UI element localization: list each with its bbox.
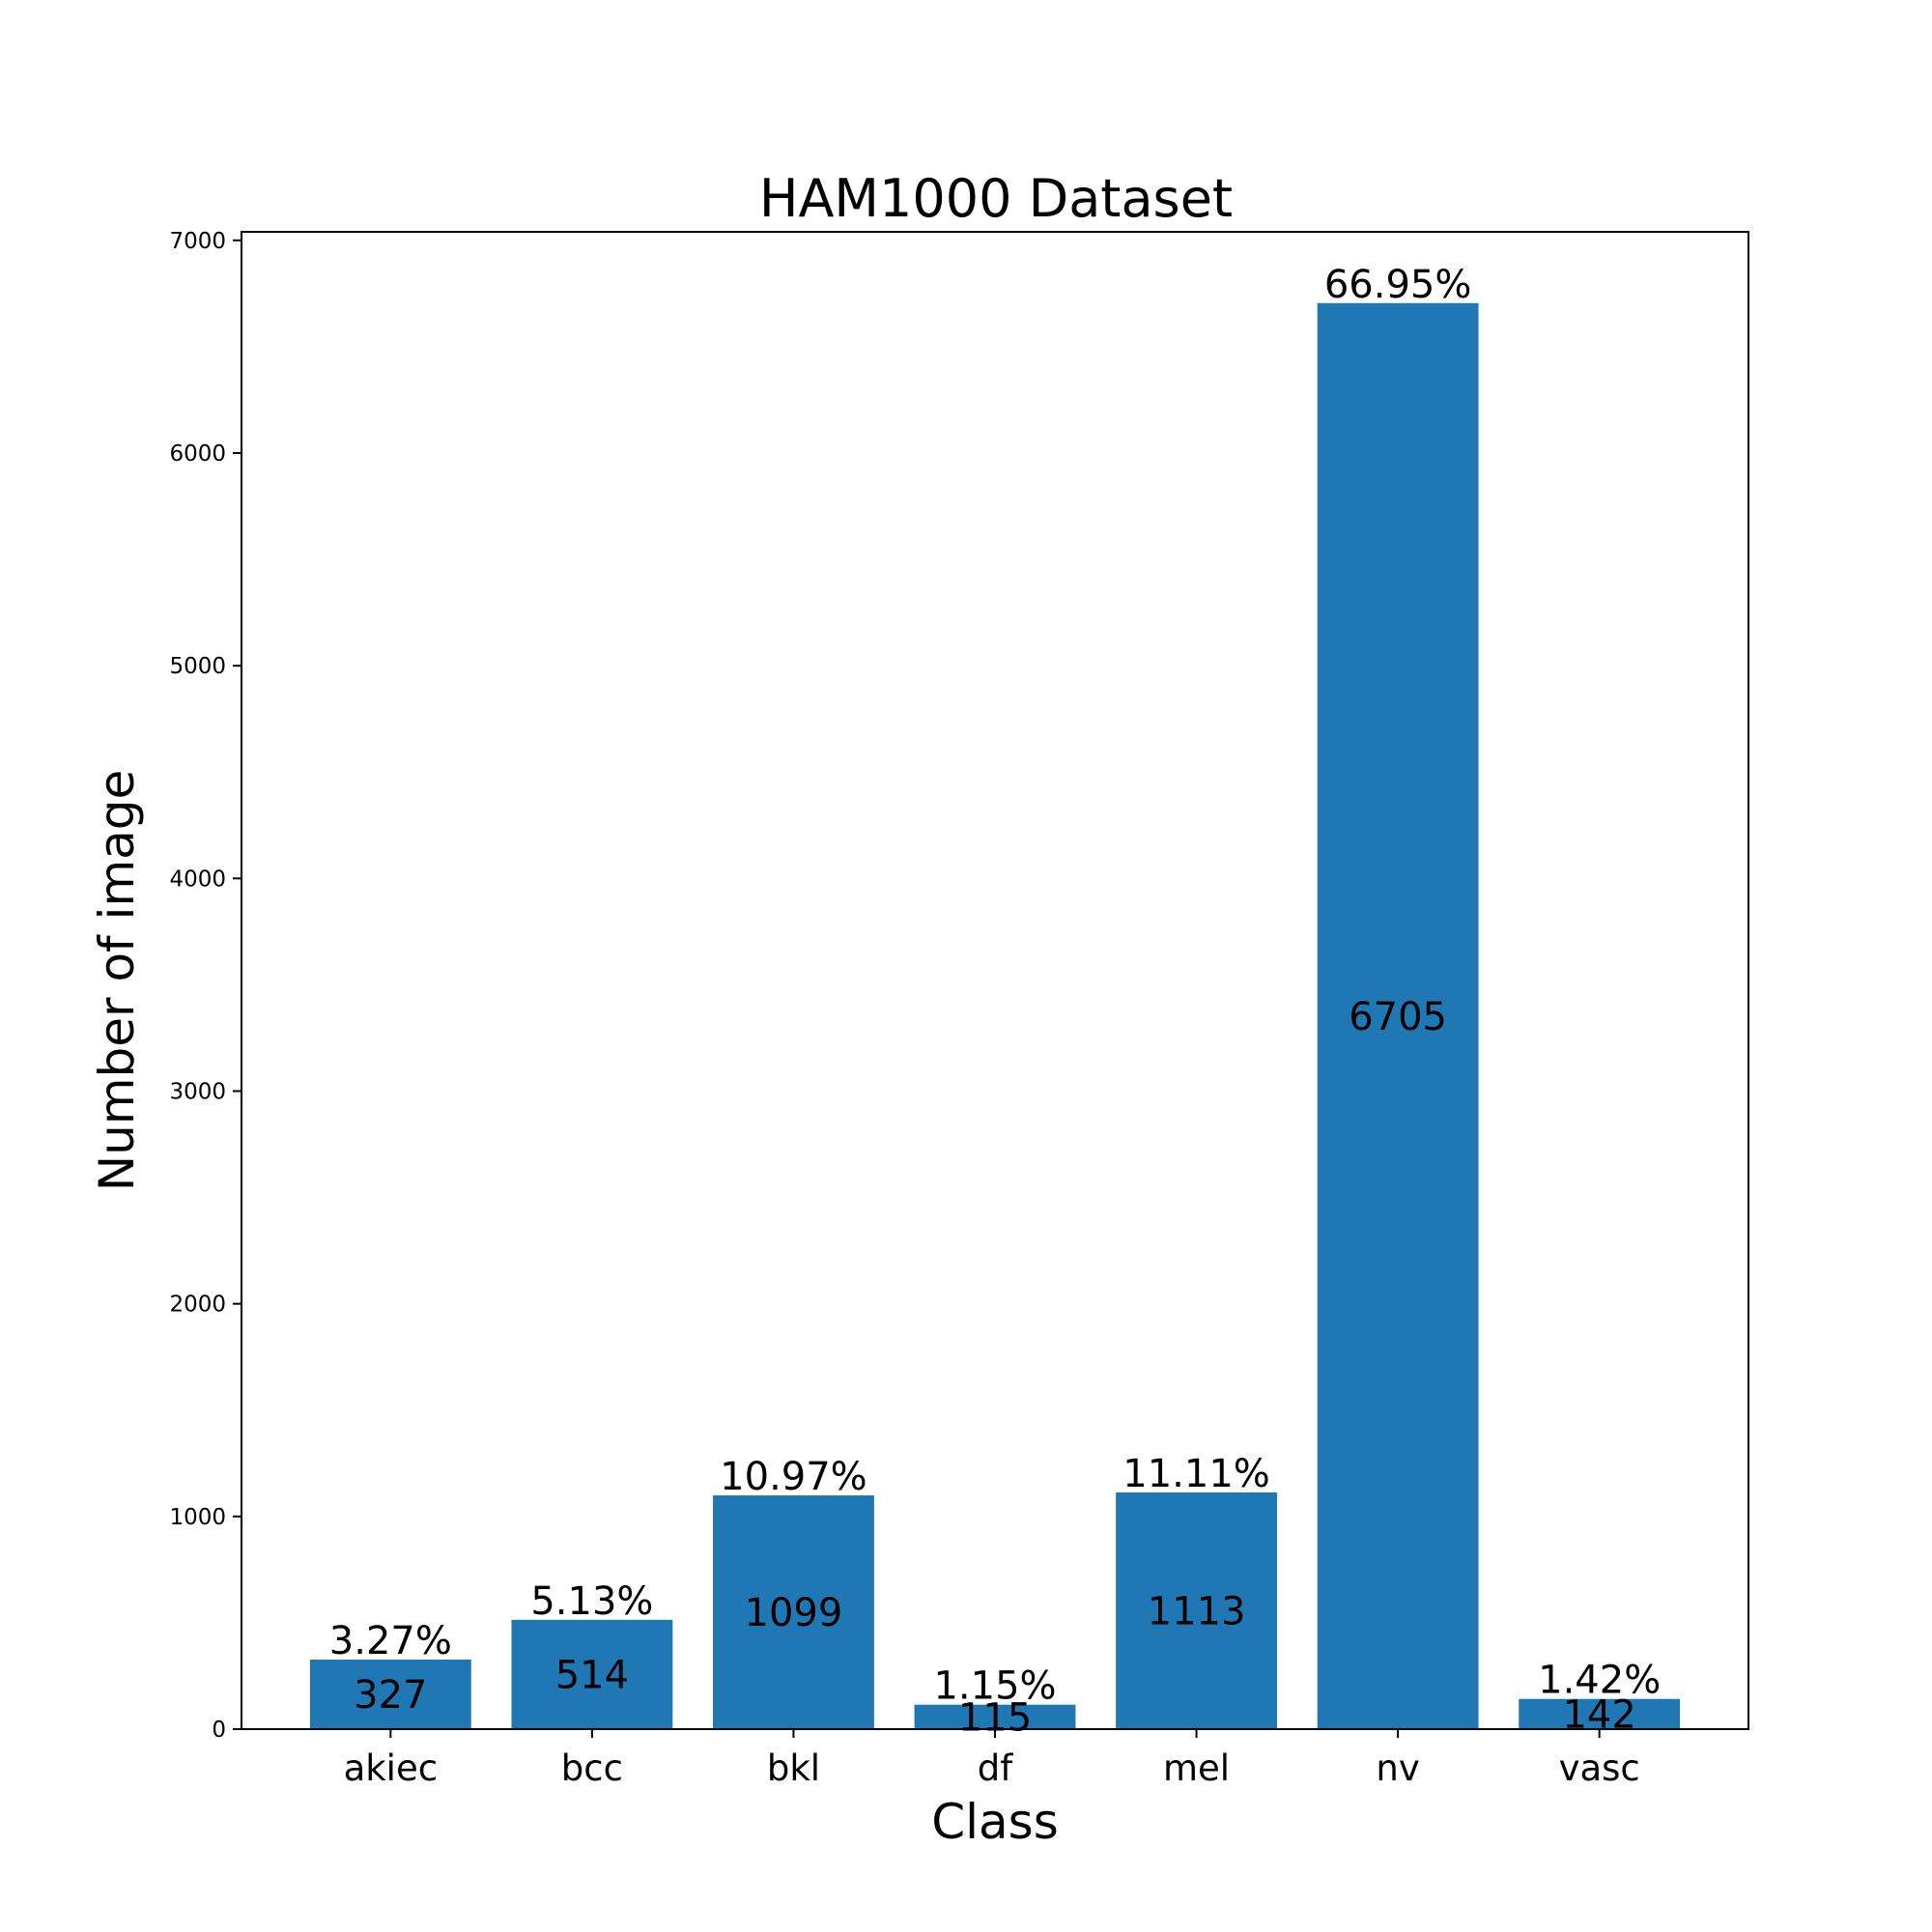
- y-tick-label-1000: 1000: [169, 1505, 226, 1530]
- percent-label-nv: 66.95%: [1324, 263, 1472, 307]
- percent-label-bcc: 5.13%: [530, 1579, 653, 1624]
- y-axis: 0 1000 2000 3000 4000 5000 6000 7000: [169, 229, 242, 1743]
- plot-area: 3.27%3275.13%51410.97%10991.15%11511.11%…: [241, 231, 1749, 1741]
- x-tick-label-bcc: bcc: [561, 1747, 623, 1789]
- y-tick-label-0: 0: [212, 1718, 226, 1743]
- x-axis: akiec bcc bkl df mel nv vasc: [344, 1729, 1640, 1789]
- x-tick-label-vasc: vasc: [1559, 1747, 1640, 1789]
- y-tick-label-3000: 3000: [169, 1079, 226, 1104]
- axes-frame: [241, 231, 1749, 1730]
- bar-bkl: [713, 1495, 874, 1729]
- bar-mel: [1116, 1492, 1277, 1729]
- x-tick-label-akiec: akiec: [344, 1747, 439, 1789]
- bar-bcc: [511, 1619, 673, 1729]
- y-tick-label-2000: 2000: [169, 1293, 226, 1318]
- percent-label-vasc: 1.42%: [1538, 1659, 1661, 1703]
- value-label-nv: 6705: [1349, 995, 1447, 1039]
- percent-label-akiec: 3.27%: [329, 1619, 452, 1663]
- bar-df: [914, 1704, 1076, 1729]
- chart-title: HAM1000 Dataset: [759, 168, 1233, 229]
- x-tick-label-df: df: [978, 1747, 1013, 1789]
- y-tick-label-6000: 6000: [169, 441, 226, 467]
- percent-label-df: 1.15%: [933, 1664, 1056, 1709]
- percent-label-mel: 11.11%: [1122, 1452, 1270, 1496]
- value-label-bkl: 1099: [745, 1591, 843, 1635]
- data-labels-layer: 3.27%3275.13%51410.97%10991.15%11511.11%…: [329, 263, 1661, 1741]
- y-tick-label-4000: 4000: [169, 867, 226, 892]
- y-axis-title: Number of image: [89, 770, 145, 1192]
- percent-label-bkl: 10.97%: [720, 1455, 867, 1499]
- value-label-akiec: 327: [354, 1673, 427, 1718]
- y-tick-label-7000: 7000: [169, 229, 226, 254]
- bars-layer: [309, 302, 1681, 1730]
- y-tick-label-5000: 5000: [169, 654, 226, 679]
- x-tick-label-mel: mel: [1163, 1747, 1230, 1789]
- bar-vasc: [1519, 1698, 1681, 1729]
- x-tick-label-nv: nv: [1376, 1747, 1419, 1789]
- x-tick-label-bkl: bkl: [767, 1747, 820, 1789]
- bar-nv: [1317, 302, 1479, 1730]
- bar-akiec: [309, 1660, 471, 1729]
- value-label-bcc: 514: [555, 1653, 629, 1697]
- value-label-mel: 1113: [1148, 1589, 1246, 1634]
- x-axis-title: Class: [931, 1794, 1059, 1850]
